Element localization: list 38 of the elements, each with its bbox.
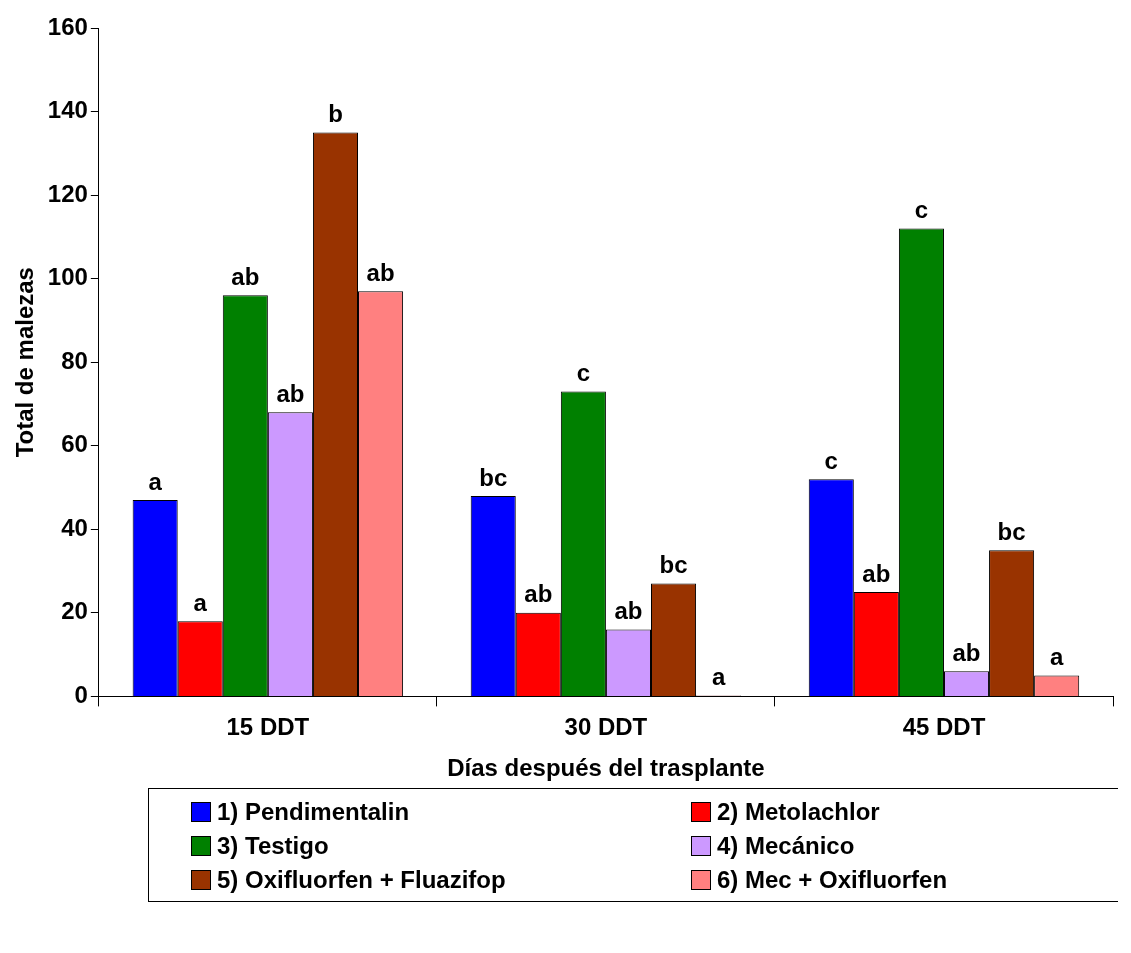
data-label: a: [148, 467, 163, 495]
legend-label: 3) Testigo: [217, 832, 329, 860]
y-tick-label: 100: [47, 263, 88, 291]
data-label: c: [824, 446, 838, 474]
y-tick-label: 20: [61, 597, 88, 625]
x-axis-title: Días después del trasplante: [447, 754, 765, 782]
y-axis-title: Total de malezas: [11, 267, 39, 458]
data-label: a: [711, 663, 726, 691]
y-tick-label: 80: [61, 346, 88, 374]
y-tick-label: 40: [61, 513, 88, 541]
y-tick-label: 120: [47, 179, 88, 207]
data-label: bc: [997, 517, 1026, 545]
x-tick-label: 15 DDT: [226, 713, 310, 741]
data-label: ab: [614, 597, 643, 625]
data-label: ab: [952, 638, 981, 666]
y-tick-label: 0: [74, 681, 88, 709]
legend-label: 2) Metolachlor: [717, 798, 880, 826]
data-label: ab: [524, 580, 553, 608]
data-label: a: [193, 588, 208, 616]
legend-label: 6) Mec + Oxifluorfen: [717, 866, 948, 894]
data-label: c: [576, 359, 591, 387]
y-tick-label: 60: [61, 430, 88, 458]
data-label: ab: [231, 262, 260, 290]
y-tick-label: 140: [47, 96, 88, 124]
y-tick-label: 160: [47, 12, 88, 40]
data-label: a: [1049, 643, 1064, 671]
data-label: c: [914, 196, 929, 224]
data-label: ab: [862, 559, 891, 587]
data-label: ab: [276, 379, 305, 407]
x-tick-label: 30 DDT: [564, 713, 648, 741]
legend-label: 5) Oxifluorfen + Fluazifop: [217, 866, 506, 894]
x-tick-label: 45 DDT: [902, 713, 986, 741]
legend-label: 1) Pendimentalin: [217, 798, 410, 826]
data-label: bc: [659, 551, 688, 579]
data-label: b: [328, 100, 343, 128]
data-label: ab: [366, 258, 395, 286]
legend-label: 4) Mecánico: [717, 832, 855, 860]
data-label: bc: [479, 463, 508, 491]
